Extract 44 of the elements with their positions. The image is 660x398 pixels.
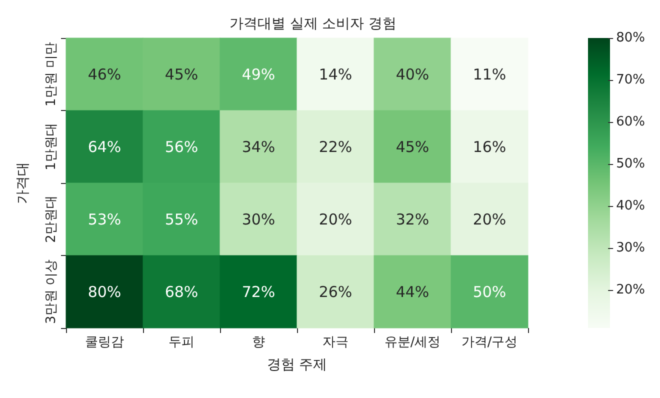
data-label: 11% <box>472 65 506 84</box>
color-bar-label: 30% <box>616 240 646 256</box>
color-bar-label: 20% <box>616 282 646 298</box>
x-tick-label: 향 <box>252 335 265 350</box>
data-label: 16% <box>472 138 506 156</box>
data-label: 44% <box>396 282 430 301</box>
data-label: 53% <box>88 210 122 228</box>
data-label: 56% <box>164 138 198 156</box>
x-tick-label: 자극 <box>322 335 348 350</box>
data-label: 14% <box>318 65 352 84</box>
data-label: 49% <box>242 65 276 84</box>
data-label: 55% <box>164 210 198 228</box>
color-bar-label: 80% <box>616 30 646 46</box>
y-tick-label: 1만원 미만 <box>44 42 59 106</box>
data-label: 26% <box>318 282 352 301</box>
data-label: 50% <box>472 282 506 301</box>
x-axis-title: 경험 주제 <box>266 357 328 373</box>
data-label: 72% <box>242 282 276 301</box>
data-label: 68% <box>164 282 198 301</box>
y-axis-title: 가격대 <box>15 162 31 204</box>
data-label: 34% <box>242 138 276 156</box>
data-label: 32% <box>396 210 430 228</box>
data-label: 22% <box>318 138 352 156</box>
data-label: 64% <box>88 138 122 156</box>
data-label: 46% <box>88 65 122 84</box>
data-label: 80% <box>88 282 122 301</box>
y-tick-label: 2만원대 <box>44 196 59 243</box>
color-bar-label: 70% <box>616 72 646 88</box>
color-bar-label: 40% <box>616 198 646 214</box>
data-label: 30% <box>242 210 276 228</box>
chart-title: 가격대별 실제 소비자 경험 <box>229 16 397 32</box>
y-tick-label: 1만원대 <box>44 123 59 170</box>
color-bar-label: 50% <box>616 156 646 172</box>
x-tick-label: 유분/세정 <box>384 335 441 350</box>
y-tick-label: 3만원 이상 <box>44 260 59 324</box>
x-tick-label: 쿨링감 <box>85 335 124 350</box>
data-label: 40% <box>396 65 430 84</box>
color-bar-label: 60% <box>616 114 646 130</box>
data-label: 20% <box>318 210 352 228</box>
data-label: 20% <box>472 210 506 228</box>
data-label: 45% <box>396 138 430 156</box>
x-tick-label: 두피 <box>168 335 194 350</box>
x-tick-label: 가격/구성 <box>461 335 518 350</box>
data-label: 45% <box>164 65 198 84</box>
